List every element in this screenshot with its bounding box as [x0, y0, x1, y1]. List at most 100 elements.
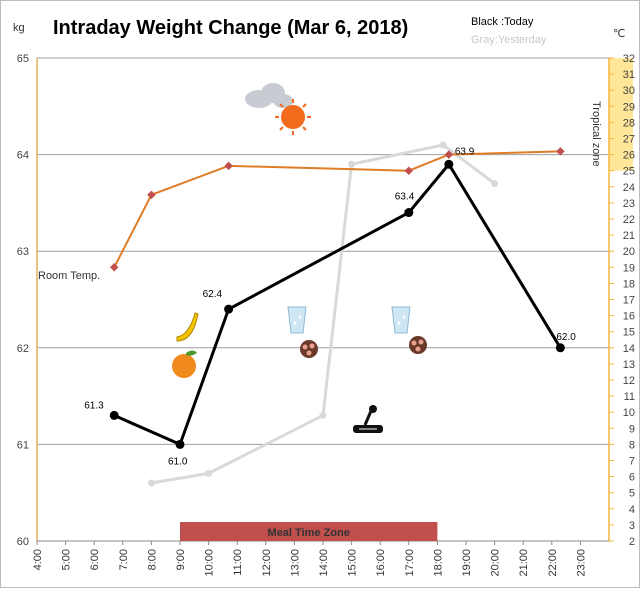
meal-time-zone-label: Meal Time Zone — [268, 527, 350, 539]
data-point-today — [404, 208, 414, 218]
y2-tick-label: 5 — [629, 488, 635, 500]
y-tick-label: 64 — [17, 150, 29, 162]
y2-axis-unit-label: ℃ — [613, 28, 625, 40]
room-temp-label: Room Temp. — [38, 270, 100, 282]
chart-title: Intraday Weight Change (Mar 6, 2018) — [53, 17, 408, 39]
x-tick-label: 4:00 — [32, 549, 44, 570]
y-tick-label: 63 — [17, 246, 29, 258]
y2-tick-label: 23 — [623, 198, 635, 210]
x-tick-label: 13:00 — [289, 549, 301, 577]
tropical-zone-band — [609, 58, 633, 171]
y2-tick-label: 29 — [623, 101, 635, 113]
x-tick-label: 7:00 — [118, 549, 130, 570]
data-point-today — [444, 159, 454, 169]
data-point-yesterday — [205, 469, 213, 477]
y-tick-label: 65 — [17, 53, 29, 65]
y2-tick-label: 2 — [629, 536, 635, 548]
x-tick-label: 11:00 — [232, 549, 244, 576]
water-glass-icon — [287, 306, 307, 334]
data-point-yesterday — [439, 141, 447, 149]
y2-tick-label: 26 — [623, 150, 635, 162]
x-tick-label: 9:00 — [175, 549, 187, 570]
y2-tick-label: 21 — [623, 230, 635, 242]
data-point-today — [109, 410, 119, 420]
y2-tick-label: 28 — [623, 117, 635, 129]
legend-yesterday: Gray:Yesterday — [471, 34, 547, 46]
y2-tick-label: 16 — [623, 311, 635, 323]
data-point-yesterday — [147, 479, 155, 487]
x-tick-label: 20:00 — [490, 549, 502, 577]
data-label-today: 62.0 — [556, 332, 576, 343]
data-point-yesterday — [348, 160, 356, 168]
y2-tick-label: 27 — [623, 134, 635, 146]
x-tick-label: 22:00 — [547, 549, 559, 577]
y2-tick-label: 12 — [623, 375, 635, 387]
data-point-today — [555, 343, 565, 353]
y-axis-unit-label: kg — [13, 22, 25, 34]
x-tick-label: 15:00 — [347, 549, 359, 577]
data-point-today — [175, 439, 185, 449]
x-tick-label: 14:00 — [318, 549, 330, 577]
series-line-yesterday — [151, 143, 496, 485]
y2-tick-label: 8 — [629, 439, 635, 451]
exercise-machine-icon — [353, 405, 383, 433]
y2-tick-label: 25 — [623, 166, 635, 178]
y2-axis-ticks: 2345678910111213141516171819202122232425… — [609, 53, 635, 548]
x-tick-label: 23:00 — [575, 549, 587, 577]
meal-time-zone-bar — [180, 522, 438, 541]
x-tick-label: 17:00 — [404, 549, 416, 577]
sun-icon — [275, 99, 311, 135]
data-point-today — [224, 304, 234, 314]
y2-tick-label: 14 — [623, 343, 635, 355]
orange-icon — [172, 350, 197, 378]
x-tick-label: 5:00 — [61, 549, 73, 570]
gridlines — [37, 57, 609, 445]
data-point-yesterday — [319, 411, 327, 419]
x-tick-label: 6:00 — [89, 549, 101, 570]
y2-tick-label: 17 — [623, 295, 635, 307]
y2-tick-label: 20 — [623, 246, 635, 258]
y-tick-label: 61 — [17, 439, 29, 451]
data-label-today: 63.4 — [395, 192, 415, 203]
data-point-room-temperature — [109, 263, 119, 272]
data-label-today: 63.9 — [455, 146, 475, 157]
y2-tick-label: 13 — [623, 359, 635, 371]
meal-icon — [409, 336, 427, 354]
data-point-room-temperature — [404, 166, 414, 175]
data-label-today: 61.0 — [168, 456, 188, 467]
x-tick-label: 18:00 — [432, 549, 444, 577]
y2-tick-label: 24 — [623, 182, 635, 194]
y2-tick-label: 9 — [629, 423, 635, 435]
cloud-icon — [245, 83, 293, 108]
data-label-today: 61.3 — [84, 400, 104, 411]
y2-tick-label: 30 — [623, 85, 635, 97]
y2-tick-label: 19 — [623, 262, 635, 274]
x-tick-label: 10:00 — [204, 549, 216, 577]
series-line-room-temperature — [113, 150, 561, 268]
y2-tick-label: 22 — [623, 214, 635, 226]
y-tick-label: 60 — [17, 536, 29, 548]
x-tick-label: 21:00 — [518, 549, 530, 577]
y-axis-ticks: 60 61 62 63 64 65 — [17, 53, 29, 548]
data-point-yesterday — [491, 180, 499, 188]
y2-tick-label: 10 — [623, 407, 635, 419]
y2-tick-label: 15 — [623, 327, 635, 339]
series-line-today — [113, 161, 562, 447]
y2-tick-label: 32 — [623, 53, 635, 65]
x-tick-label: 19:00 — [461, 549, 473, 577]
data-marks: 61.3 61.0 62.4 63.4 63.9 62.0 — [84, 141, 576, 487]
x-axis-ticks: 4:00 5:00 6:00 7:00 8:00 9:00 10:00 11:00 12:00 1… — [32, 541, 587, 577]
y2-tick-label: 3 — [629, 520, 635, 532]
y2-tick-label: 18 — [623, 278, 635, 290]
y2-tick-label: 6 — [629, 472, 635, 484]
water-glass-icon — [391, 306, 411, 334]
legend-today: Black :Today — [471, 16, 534, 28]
y2-tick-label: 11 — [624, 391, 635, 403]
x-tick-label: 16:00 — [375, 549, 387, 577]
y-tick-label: 62 — [17, 343, 29, 355]
x-tick-label: 12:00 — [261, 549, 273, 577]
y2-tick-label: 7 — [629, 456, 635, 468]
y2-tick-label: 31 — [623, 69, 635, 81]
